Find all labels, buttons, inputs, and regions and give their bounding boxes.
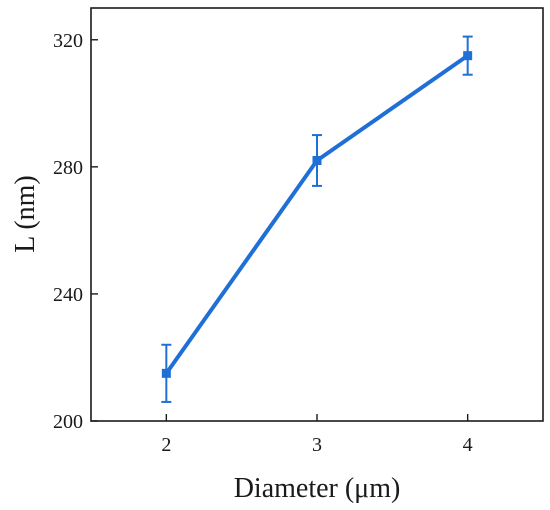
y-tick-label: 280 [53, 157, 83, 179]
data-point [463, 51, 473, 61]
y-tick-label: 200 [53, 411, 83, 433]
x-axis-label: Diameter (μm) [234, 473, 401, 504]
data-point [161, 368, 171, 378]
x-tick-label: 4 [463, 434, 473, 456]
x-axis: 2 3 4 [161, 414, 473, 456]
data-point [312, 155, 322, 165]
y-tick-label: 320 [53, 30, 83, 52]
series-line [164, 54, 469, 375]
y-axis-label: L (nm) [10, 175, 41, 253]
plot-frame [90, 7, 544, 422]
y-axis: 200 240 280 320 [53, 30, 98, 433]
x-tick-label: 2 [161, 434, 171, 456]
series-layer [161, 35, 473, 403]
x-tick-label: 3 [312, 434, 322, 456]
y-tick-label: 240 [53, 284, 83, 306]
